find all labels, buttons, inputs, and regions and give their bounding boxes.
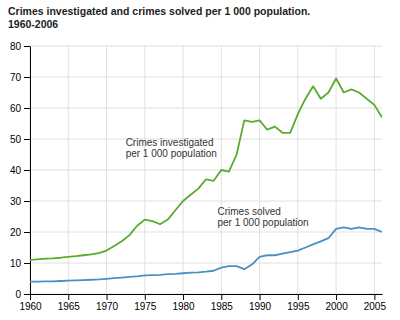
- tick: 20: [10, 227, 30, 238]
- tick: 80: [10, 41, 30, 52]
- tick-label: 2000: [325, 301, 348, 312]
- annotation: Crimes solvedper 1 000 population: [217, 206, 308, 228]
- x-axis: 1960 1965 1970 1975 1980 1985 1990 1995 2000 2005: [19, 294, 386, 312]
- grid-line-y: [30, 201, 382, 202]
- tick-mark: [24, 294, 30, 295]
- series-line: [30, 79, 382, 260]
- tick: 2000: [325, 294, 348, 312]
- tick-mark: [24, 108, 30, 109]
- tick-mark: [30, 294, 31, 300]
- tick-label: 40: [10, 165, 22, 176]
- plot: 1960196519701975198019851990199520002005…: [10, 41, 387, 312]
- grid-line-y: [30, 263, 382, 264]
- title: Crimes investigated and crimes solved pe…: [8, 5, 310, 30]
- tick: 40: [10, 165, 30, 176]
- tick: 0: [15, 289, 30, 300]
- chart: Crimes investigated and crimes solved pe…: [0, 0, 400, 320]
- grid-line-y: [30, 46, 382, 47]
- tick-mark: [24, 139, 30, 140]
- tick: 50: [10, 134, 30, 145]
- tick-mark: [260, 294, 261, 300]
- grid-line-y: [30, 77, 382, 78]
- tick-mark: [145, 294, 146, 300]
- tick-label: 1995: [287, 301, 310, 312]
- tick: 60: [10, 103, 30, 114]
- tick-mark: [24, 46, 30, 47]
- tick: 2005: [364, 294, 387, 312]
- tick: 10: [10, 258, 30, 269]
- axis-line: [31, 294, 383, 295]
- grid-line-x: [374, 46, 375, 294]
- tick-label: 1985: [211, 301, 234, 312]
- tick-label: 1975: [134, 301, 157, 312]
- annotation-line: Crimes solved: [217, 206, 280, 217]
- tick-label: 1965: [58, 301, 81, 312]
- lines: [30, 79, 382, 282]
- tick: 70: [10, 72, 30, 83]
- grid-line-x: [336, 46, 337, 294]
- tick-mark: [107, 294, 108, 300]
- grid-line-y: [30, 170, 382, 171]
- tick-mark: [374, 294, 375, 300]
- tick-label: 1970: [96, 301, 119, 312]
- tick: 1970: [96, 294, 119, 312]
- tick: 1975: [134, 294, 157, 312]
- tick: 1985: [211, 294, 234, 312]
- tick-label: 80: [10, 41, 22, 52]
- tick-mark: [68, 294, 69, 300]
- grid-line-y: [30, 232, 382, 233]
- tick: 1980: [172, 294, 195, 312]
- grid-line-y: [30, 108, 382, 109]
- tick-label: 20: [10, 227, 22, 238]
- tick-mark: [24, 77, 30, 78]
- tick-label: 1980: [172, 301, 195, 312]
- tick-label: 70: [10, 72, 22, 83]
- tick-label: 2005: [364, 301, 387, 312]
- y-axis: 0 10 20 30 40 50 60 70 80: [10, 41, 31, 300]
- grid-line-x: [297, 46, 298, 294]
- tick: 1960: [19, 294, 42, 312]
- title-line: 1960-2006: [8, 18, 58, 30]
- annotation-line: per 1 000 population: [217, 217, 308, 228]
- title-line: Crimes investigated and crimes solved pe…: [8, 5, 310, 17]
- grid: [30, 46, 382, 294]
- tick-mark: [24, 201, 30, 202]
- axis-line: [30, 47, 31, 295]
- annotation-line: Crimes investigated: [126, 137, 214, 148]
- tick-mark: [336, 294, 337, 300]
- tick: 1965: [58, 294, 81, 312]
- tick-label: 1990: [249, 301, 272, 312]
- tick-label: 1960: [19, 301, 42, 312]
- series-line: [30, 227, 382, 281]
- tick-label: 30: [10, 196, 22, 207]
- annotation-line: per 1 000 population: [126, 148, 217, 159]
- tick-mark: [221, 294, 222, 300]
- tick-label: 50: [10, 134, 22, 145]
- tick-label: 60: [10, 103, 22, 114]
- tick-mark: [24, 263, 30, 264]
- grid-line-x: [144, 46, 145, 294]
- tick: 1995: [287, 294, 310, 312]
- grid-line-y: [30, 294, 382, 295]
- tick-label: 10: [10, 258, 22, 269]
- annotation: Crimes investigatedper 1 000 population: [126, 137, 217, 159]
- tick: 1990: [249, 294, 272, 312]
- tick-mark: [183, 294, 184, 300]
- tick-mark: [24, 232, 30, 233]
- tick: 30: [10, 196, 30, 207]
- tick-label: 0: [15, 289, 21, 300]
- grid-line-x: [183, 46, 184, 294]
- tick-mark: [24, 170, 30, 171]
- grid-line-x: [106, 46, 107, 294]
- tick-mark: [298, 294, 299, 300]
